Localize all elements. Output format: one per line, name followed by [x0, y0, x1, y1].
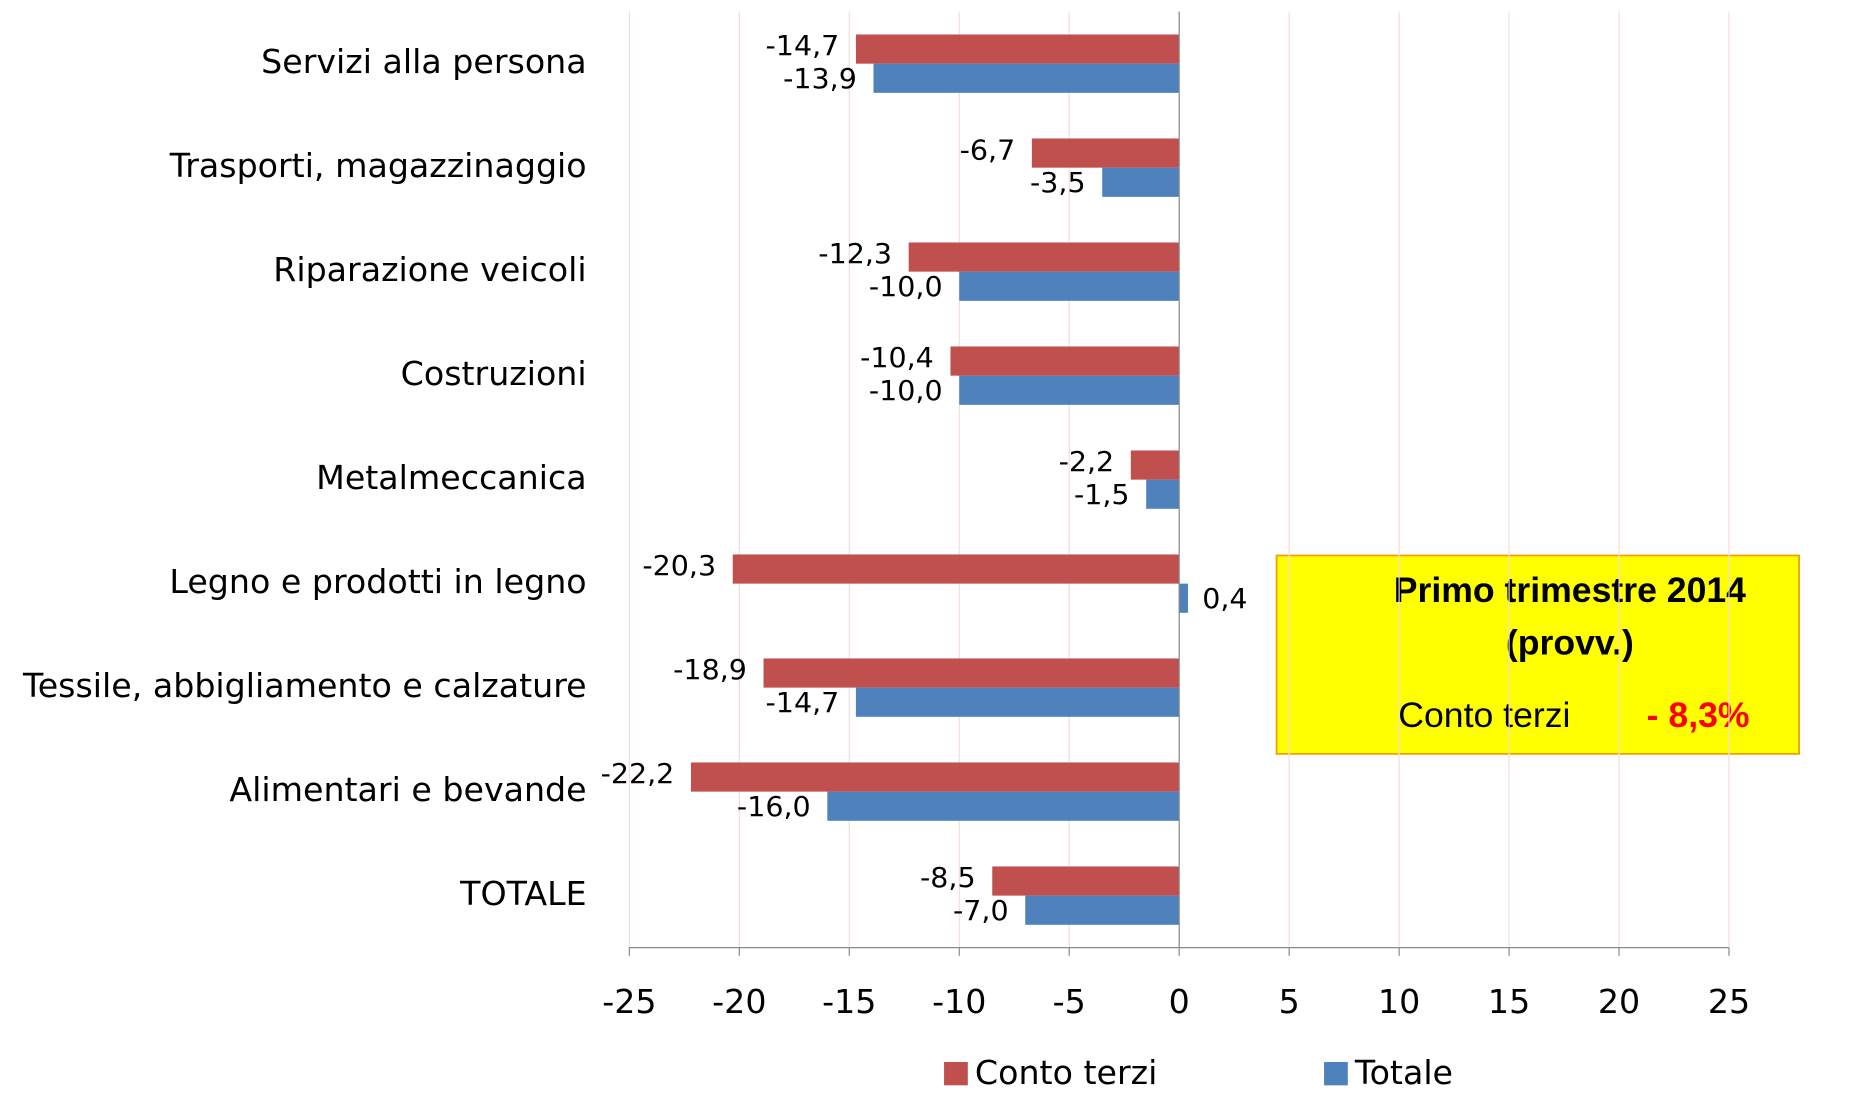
x-tick-label: 20	[1598, 982, 1640, 1021]
x-tick-label: 25	[1708, 982, 1750, 1021]
x-tick-label: -20	[712, 982, 766, 1021]
value-label: -20,3	[642, 549, 716, 582]
bar	[855, 687, 1180, 717]
bar	[1179, 583, 1188, 613]
bar	[1025, 895, 1180, 925]
bar	[855, 34, 1180, 64]
value-label: -8,5	[920, 861, 976, 894]
bar	[908, 242, 1180, 272]
bar	[1031, 138, 1180, 168]
x-tick-label: -10	[932, 982, 986, 1021]
y-tick-label: Costruzioni	[401, 354, 587, 393]
bar	[690, 762, 1180, 792]
y-tick-label: Legno e prodotti in legno	[169, 562, 586, 601]
bar	[959, 271, 1180, 301]
x-tick-label: -5	[1053, 982, 1086, 1021]
x-tick-label: -15	[822, 982, 876, 1021]
legend-swatch	[1324, 1061, 1348, 1086]
value-label: -2,2	[1059, 445, 1115, 478]
bar	[732, 554, 1180, 584]
value-label: 0,4	[1202, 582, 1247, 615]
value-label: -6,7	[960, 133, 1016, 166]
annotation-box	[1275, 554, 1800, 755]
x-tick-label: -25	[602, 982, 656, 1021]
value-label: -1,5	[1074, 478, 1130, 511]
y-tick-label: Servizi alla persona	[261, 42, 586, 81]
bar	[950, 346, 1180, 376]
value-label: -3,5	[1030, 166, 1086, 199]
y-tick-label: Tessile, abbigliamento e calzature	[22, 666, 587, 705]
value-label: -10,0	[869, 374, 943, 407]
annotation-title: Primo trimestre 2014	[1394, 571, 1747, 610]
value-label: -13,9	[783, 62, 857, 95]
bar	[992, 866, 1180, 896]
value-label: -10,4	[860, 341, 934, 374]
y-tick-label: Alimentari e bevande	[229, 770, 586, 809]
value-label: -12,3	[818, 237, 892, 270]
bar	[827, 791, 1180, 821]
y-tick-label: TOTALE	[459, 874, 586, 913]
annotation-subtitle: (provv.)	[1506, 624, 1634, 663]
y-tick-label: Riparazione veicoli	[273, 250, 586, 289]
annotation-label: Conto terzi	[1398, 696, 1570, 735]
value-label: -18,9	[673, 653, 747, 686]
value-label: -14,7	[766, 29, 840, 62]
bar	[1130, 450, 1180, 480]
annotation-value: - 8,3%	[1647, 696, 1750, 735]
value-label: -10,0	[869, 270, 943, 303]
value-label: -14,7	[766, 686, 840, 719]
value-label: -22,2	[601, 757, 675, 790]
bar	[763, 658, 1180, 688]
legend-label: Totale	[1354, 1054, 1453, 1093]
bar	[959, 375, 1180, 405]
x-tick-label: 15	[1488, 982, 1530, 1021]
bar	[1102, 167, 1180, 197]
bar	[873, 63, 1180, 93]
y-tick-label: Trasporti, magazzinaggio	[169, 146, 587, 185]
bar	[1146, 479, 1180, 509]
x-tick-label: 0	[1169, 982, 1190, 1021]
value-label: -7,0	[953, 894, 1009, 927]
x-tick-label: 5	[1279, 982, 1300, 1021]
y-tick-label: Metalmeccanica	[316, 458, 586, 497]
legend-swatch	[944, 1061, 968, 1086]
legend-label: Conto terzi	[975, 1054, 1157, 1093]
value-label: -16,0	[737, 790, 811, 823]
x-tick-label: 10	[1378, 982, 1420, 1021]
